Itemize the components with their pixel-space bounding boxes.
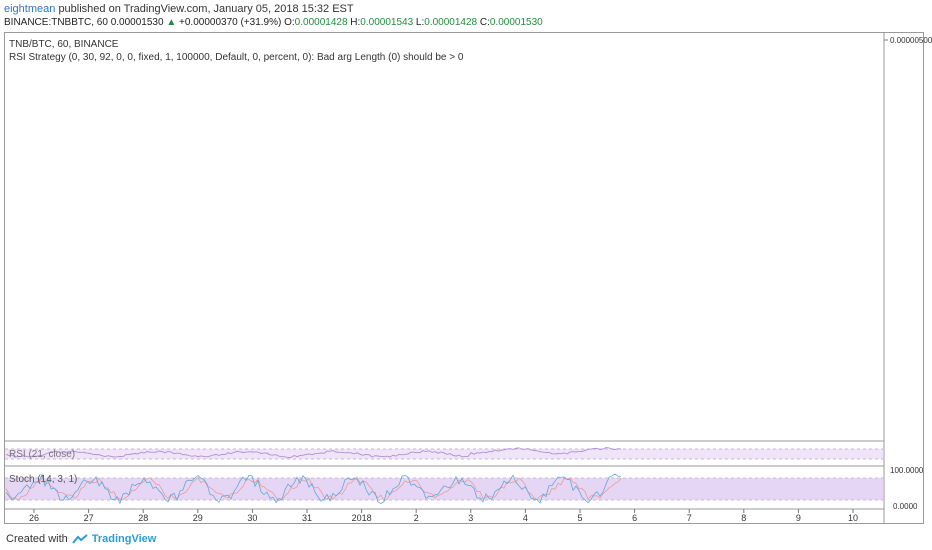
tradingview-brand-link[interactable]: TradingView xyxy=(91,533,157,545)
stoch-legend: Stoch (14, 3, 1) xyxy=(9,474,78,485)
high-label: H: xyxy=(350,17,361,28)
author-link[interactable]: eightmean xyxy=(4,3,56,15)
created-with-label: Created with xyxy=(6,533,68,545)
time-tick-label: 30 xyxy=(247,513,257,523)
time-tick-label: 29 xyxy=(193,513,203,523)
high-value: 0.00001543 xyxy=(360,17,414,28)
low-value: 0.00001428 xyxy=(424,17,478,28)
symbol-ohlc-bar: BINANCE:TNBBTC, 60 0.00001530 ▲ +0.00000… xyxy=(4,17,543,28)
time-axis[interactable]: 26 27 28 29 30 31 2018 2 3 4 5 6 7 8 9 10 xyxy=(29,509,858,523)
time-tick-label: 5 xyxy=(577,513,582,523)
tradingview-logo-icon xyxy=(71,534,88,544)
indicator-lines xyxy=(5,447,622,505)
time-tick-label: 9 xyxy=(796,513,801,523)
time-tick-label: 3 xyxy=(468,513,473,523)
low-label: L: xyxy=(415,17,425,28)
open-value: 0.00001428 xyxy=(294,17,348,28)
price-axis[interactable]: 0.000050000.000045000.000040000.00003500… xyxy=(884,0,932,45)
footer: Created with TradingView xyxy=(6,533,156,545)
time-tick-label: 28 xyxy=(138,513,148,523)
change-up-icon: ▲ xyxy=(166,17,177,28)
published-text: published on TradingView.com, January 05… xyxy=(58,3,354,15)
stoch-k-line xyxy=(5,473,622,505)
price-tick-label: 0.00000500 xyxy=(890,36,932,45)
rsi-band xyxy=(5,449,883,459)
time-tick-label: 10 xyxy=(848,513,858,523)
time-tick-label: 7 xyxy=(687,513,692,523)
time-tick-label: 26 xyxy=(29,513,39,523)
stoch-band xyxy=(5,478,883,500)
strategy-legend: RSI Strategy (0, 30, 92, 0, 0, fixed, 1,… xyxy=(9,52,464,63)
time-tick-label: 31 xyxy=(302,513,312,523)
time-tick-label: 2 xyxy=(414,513,419,523)
time-tick-label: 2018 xyxy=(352,513,372,523)
time-tick-label: 8 xyxy=(741,513,746,523)
symbol-label: BINANCE:TNBBTC, 60 xyxy=(4,17,108,28)
time-tick-label: 6 xyxy=(632,513,637,523)
change-value: +0.00000370 (+31.9%) xyxy=(179,17,282,28)
publish-info: eightmean published on TradingView.com, … xyxy=(4,3,354,15)
close-label: C: xyxy=(479,17,490,28)
close-value: 0.00001530 xyxy=(489,17,543,28)
rsi-line xyxy=(5,447,622,458)
last-price: 0.00001530 xyxy=(110,17,164,28)
pane-title: TNB/BTC, 60, BINANCE xyxy=(9,39,119,50)
stoch-tick-100: 100.0000 xyxy=(890,466,924,475)
open-label: O: xyxy=(284,17,295,28)
stoch-tick-0: 0.0000 xyxy=(893,502,918,511)
chart-frame[interactable] xyxy=(4,32,924,524)
time-tick-label: 27 xyxy=(84,513,94,523)
rsi-legend: RSI (21, close) xyxy=(9,449,76,460)
time-tick-label: 4 xyxy=(523,513,528,523)
